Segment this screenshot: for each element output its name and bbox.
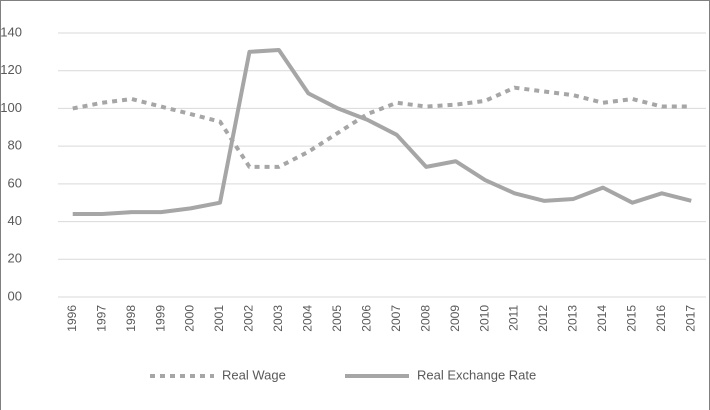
- y-tick-label: 20: [8, 251, 22, 266]
- legend-label: Real Wage: [222, 367, 286, 382]
- x-tick-label: 2001: [212, 305, 226, 332]
- legend-label: Real Exchange Rate: [417, 367, 536, 382]
- x-tick-label: 2002: [242, 305, 256, 332]
- x-tick-label: 1996: [65, 305, 79, 332]
- x-tick-label: 1998: [124, 305, 138, 332]
- series-line: [72, 47, 692, 217]
- y-tick-label: 120: [0, 62, 22, 77]
- x-tick-label: 1999: [153, 305, 167, 332]
- x-tick-label: 2009: [448, 305, 462, 332]
- x-tick-label: 2016: [654, 305, 668, 332]
- x-tick-label: 2005: [330, 305, 344, 332]
- x-tick-label: 2017: [683, 305, 697, 332]
- x-tick-label: 2003: [271, 305, 285, 332]
- y-tick-label: 140: [0, 24, 22, 39]
- x-tick-label: 1997: [94, 305, 108, 332]
- x-tick-label: 2012: [536, 305, 550, 332]
- x-tick-label: 2000: [183, 305, 197, 332]
- y-tick-label: 100: [0, 100, 22, 115]
- x-tick-label: 2013: [566, 305, 580, 332]
- x-tick-label: 2004: [301, 305, 315, 332]
- x-tick-label: 2015: [625, 305, 639, 332]
- x-tick-label: 2011: [507, 305, 521, 331]
- x-tick-label: 2014: [595, 305, 609, 332]
- y-tick-label: 80: [8, 138, 22, 153]
- y-tick-label: 40: [8, 213, 22, 228]
- y-tick-label: 00: [8, 288, 22, 303]
- y-tick-label: 60: [8, 175, 22, 190]
- x-tick-label: 2007: [389, 305, 403, 332]
- x-tick-label: 2008: [418, 305, 432, 332]
- series-line: [72, 85, 692, 169]
- x-tick-label: 2010: [477, 305, 491, 332]
- x-tick-label: 2006: [359, 305, 373, 332]
